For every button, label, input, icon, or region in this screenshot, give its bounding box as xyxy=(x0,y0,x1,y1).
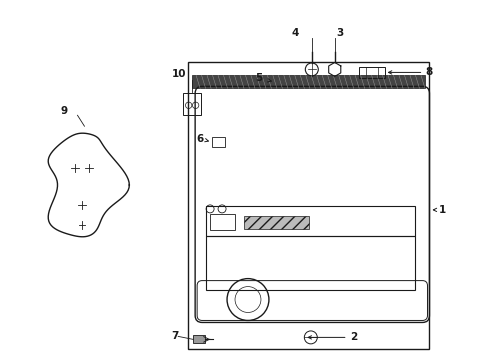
Bar xyxy=(183,93,201,115)
Bar xyxy=(210,214,235,230)
Text: 2: 2 xyxy=(349,332,356,342)
Bar xyxy=(193,336,204,343)
Text: 1: 1 xyxy=(438,205,445,215)
Text: 6: 6 xyxy=(196,134,203,144)
Text: 5: 5 xyxy=(254,73,262,84)
Bar xyxy=(205,206,414,236)
Bar xyxy=(192,75,425,88)
Bar xyxy=(212,137,224,147)
Bar xyxy=(358,67,384,78)
Bar xyxy=(244,216,308,229)
Text: 3: 3 xyxy=(336,28,343,37)
Text: 10: 10 xyxy=(172,69,186,80)
Text: 9: 9 xyxy=(61,106,67,116)
Bar xyxy=(205,236,414,289)
Text: 4: 4 xyxy=(291,28,299,37)
Text: 7: 7 xyxy=(170,332,178,341)
Bar xyxy=(188,62,428,349)
Text: 8: 8 xyxy=(425,67,432,77)
